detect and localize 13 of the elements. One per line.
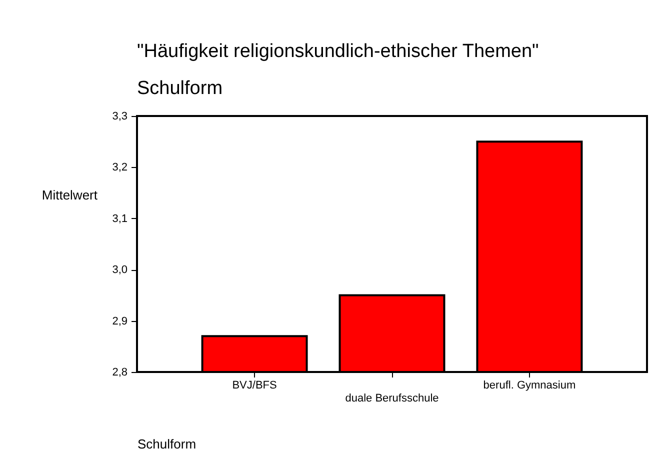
x-tick-label: duale Berufsschule bbox=[345, 392, 439, 404]
y-tick-label: 2,8 bbox=[112, 366, 128, 378]
x-axis-title: Schulform bbox=[138, 436, 196, 452]
x-tick-label: berufl. Gymnasium bbox=[483, 380, 576, 392]
y-tick-label: 2,9 bbox=[112, 315, 128, 328]
y-tick-label: 3,2 bbox=[112, 162, 128, 174]
y-axis-title: Mittelwert bbox=[42, 188, 98, 202]
x-tick-label: BVJ/BFS bbox=[232, 380, 277, 392]
chart-subtitle: Schulform bbox=[137, 78, 223, 99]
y-tick-label: 3,0 bbox=[112, 264, 128, 276]
chart-title: "Häufigkeit religionskundlich-ethischer Themen" bbox=[137, 41, 539, 62]
y-tick-label: 3,3 bbox=[112, 110, 128, 122]
y-tick-label: 3,1 bbox=[112, 212, 128, 225]
